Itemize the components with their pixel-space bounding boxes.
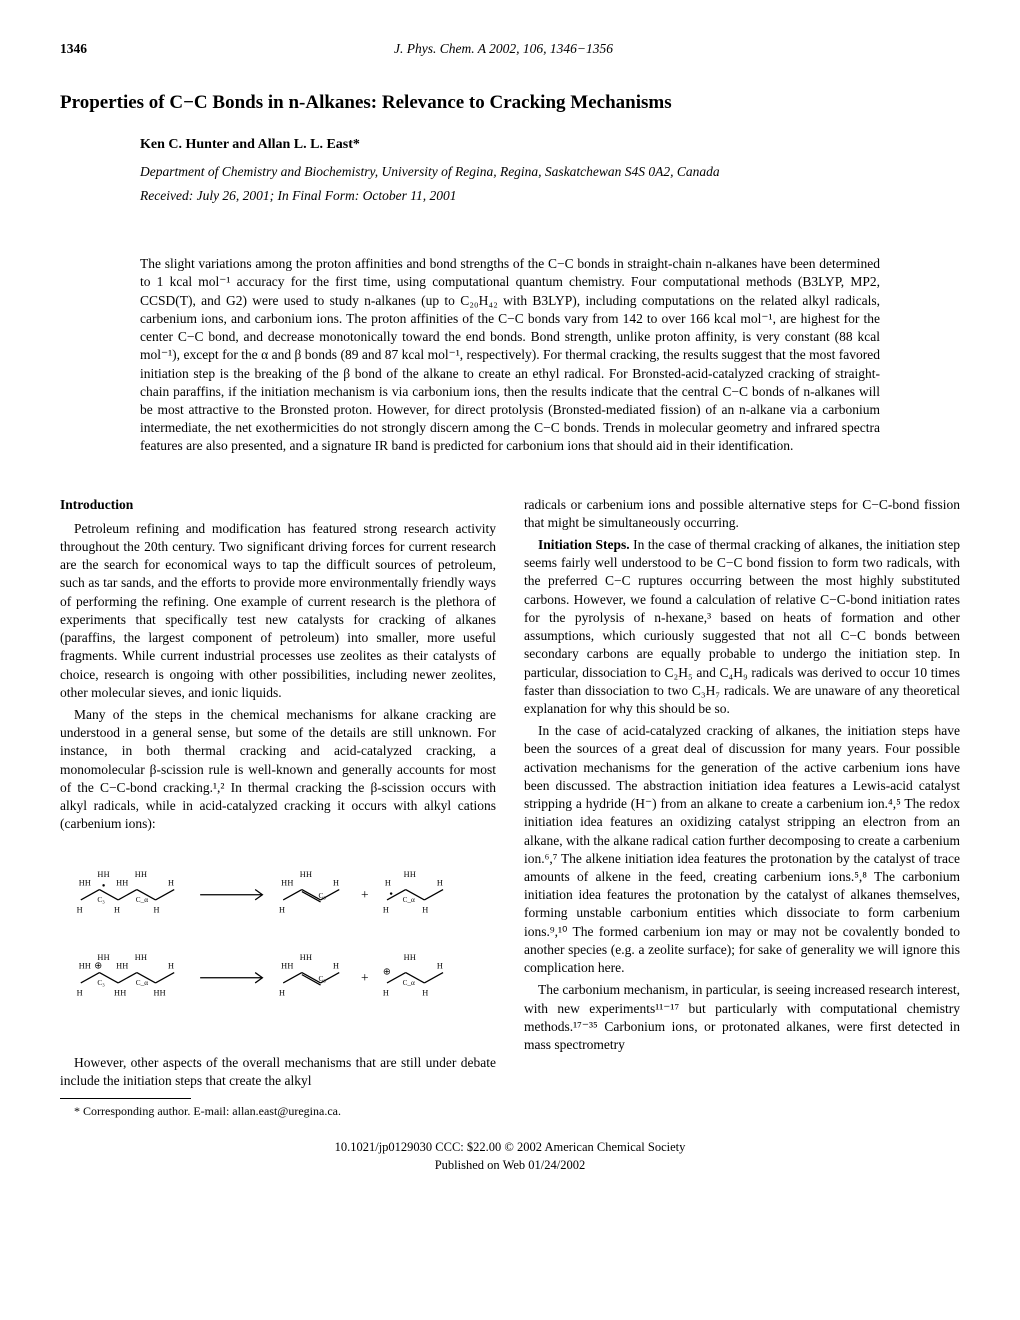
- author-list: Ken C. Hunter and Allan L. L. East*: [140, 136, 960, 155]
- left-para-2: Many of the steps in the chemical mechan…: [60, 706, 496, 834]
- body-columns: Introduction Petroleum refining and modi…: [60, 496, 960, 1120]
- svg-text:H: H: [97, 870, 103, 879]
- svg-text:H: H: [77, 988, 83, 997]
- svg-text:H: H: [281, 878, 287, 887]
- svg-text:H: H: [279, 905, 285, 914]
- initiation-steps-heading: Initiation Steps.: [538, 537, 630, 552]
- svg-text:H: H: [135, 953, 141, 962]
- svg-text:H: H: [300, 953, 306, 962]
- svg-text:H: H: [422, 905, 428, 914]
- svg-text:H: H: [437, 961, 443, 970]
- svg-text:⊕: ⊕: [383, 967, 391, 977]
- beta-scission-scheme: HH HH HH HH H H H H C₃ C_α: [60, 848, 496, 1040]
- svg-text:H: H: [306, 870, 312, 879]
- left-para-1: Petroleum refining and modification has …: [60, 520, 496, 702]
- left-para-3: However, other aspects of the overall me…: [60, 1054, 496, 1090]
- svg-text:C_α: C_α: [136, 896, 148, 904]
- right-para-2: Initiation Steps. In the case of thermal…: [524, 536, 960, 718]
- page-footer: 10.1021/jp0129030 CCC: $22.00 © 2002 Ame…: [60, 1139, 960, 1174]
- svg-text:H: H: [333, 961, 339, 970]
- svg-text:H: H: [404, 870, 410, 879]
- author-affiliation: Department of Chemistry and Biochemistry…: [140, 163, 960, 181]
- abstract-text: The slight variations among the proton a…: [140, 255, 880, 455]
- svg-text:H: H: [160, 988, 166, 997]
- right-column: radicals or carbenium ions and possible …: [524, 496, 960, 1120]
- svg-text:H: H: [141, 870, 147, 879]
- svg-text:⊕: ⊕: [94, 961, 102, 971]
- svg-text:C₃: C₃: [97, 896, 105, 904]
- svg-text:H: H: [141, 953, 147, 962]
- right-para-2-body: In the case of thermal cracking of alkan…: [524, 537, 960, 716]
- svg-text:C₃: C₃: [318, 974, 326, 982]
- svg-text:H: H: [333, 878, 339, 887]
- svg-text:H: H: [85, 878, 91, 887]
- journal-reference: J. Phys. Chem. A 2002, 106, 1346−1356: [394, 40, 613, 58]
- svg-text:H: H: [281, 961, 287, 970]
- reaction-scheme-icon: HH HH HH HH H H H H C₃ C_α: [60, 848, 496, 1035]
- page-number: 1346: [60, 40, 87, 58]
- svg-text:C_α: C_α: [403, 896, 415, 904]
- svg-text:H: H: [77, 905, 83, 914]
- right-para-3: In the case of acid-catalyzed cracking o…: [524, 722, 960, 977]
- svg-text:H: H: [135, 870, 141, 879]
- left-column: Introduction Petroleum refining and modi…: [60, 496, 496, 1120]
- svg-text:H: H: [385, 878, 391, 887]
- svg-text:H: H: [287, 878, 293, 887]
- right-para-4: The carbonium mechanism, in particular, …: [524, 981, 960, 1054]
- svg-text:H: H: [153, 988, 159, 997]
- svg-text:H: H: [287, 961, 293, 970]
- svg-text:+: +: [361, 969, 369, 984]
- svg-text:H: H: [122, 878, 128, 887]
- svg-text:H: H: [410, 953, 416, 962]
- svg-text:H: H: [279, 988, 285, 997]
- svg-text:H: H: [116, 961, 122, 970]
- svg-text:H: H: [104, 870, 110, 879]
- svg-text:H: H: [114, 905, 120, 914]
- svg-text:H: H: [114, 988, 120, 997]
- svg-text:H: H: [120, 988, 126, 997]
- svg-text:H: H: [79, 878, 85, 887]
- svg-text:+: +: [361, 886, 369, 901]
- footer-doi-line: 10.1021/jp0129030 CCC: $22.00 © 2002 Ame…: [60, 1139, 960, 1156]
- svg-text:C₃: C₃: [97, 979, 105, 987]
- running-header: 1346 J. Phys. Chem. A 2002, 106, 1346−13…: [60, 40, 960, 58]
- svg-text:H: H: [168, 961, 174, 970]
- svg-text:H: H: [79, 961, 85, 970]
- svg-text:H: H: [300, 870, 306, 879]
- svg-text:H: H: [383, 905, 389, 914]
- received-dates: Received: July 26, 2001; In Final Form: …: [140, 187, 960, 205]
- svg-text:H: H: [153, 905, 159, 914]
- article-title: Properties of C−C Bonds in n-Alkanes: Re…: [60, 90, 960, 116]
- svg-text:H: H: [122, 961, 128, 970]
- footer-published-line: Published on Web 01/24/2002: [60, 1157, 960, 1174]
- right-para-1: radicals or carbenium ions and possible …: [524, 496, 960, 532]
- svg-text:H: H: [383, 988, 389, 997]
- svg-text:H: H: [437, 878, 443, 887]
- svg-text:H: H: [410, 870, 416, 879]
- svg-text:C₃: C₃: [318, 891, 326, 899]
- corresponding-author-footnote: * Corresponding author. E-mail: allan.ea…: [60, 1103, 496, 1119]
- svg-text:H: H: [104, 953, 110, 962]
- svg-text:H: H: [404, 953, 410, 962]
- section-heading-introduction: Introduction: [60, 496, 496, 514]
- svg-text:C_α: C_α: [136, 979, 148, 987]
- svg-text:C_α: C_α: [403, 979, 415, 987]
- svg-text:H: H: [85, 961, 91, 970]
- svg-text:H: H: [116, 878, 122, 887]
- svg-text:H: H: [422, 988, 428, 997]
- svg-text:H: H: [168, 878, 174, 887]
- footnote-separator: [60, 1098, 191, 1099]
- svg-text:H: H: [306, 953, 312, 962]
